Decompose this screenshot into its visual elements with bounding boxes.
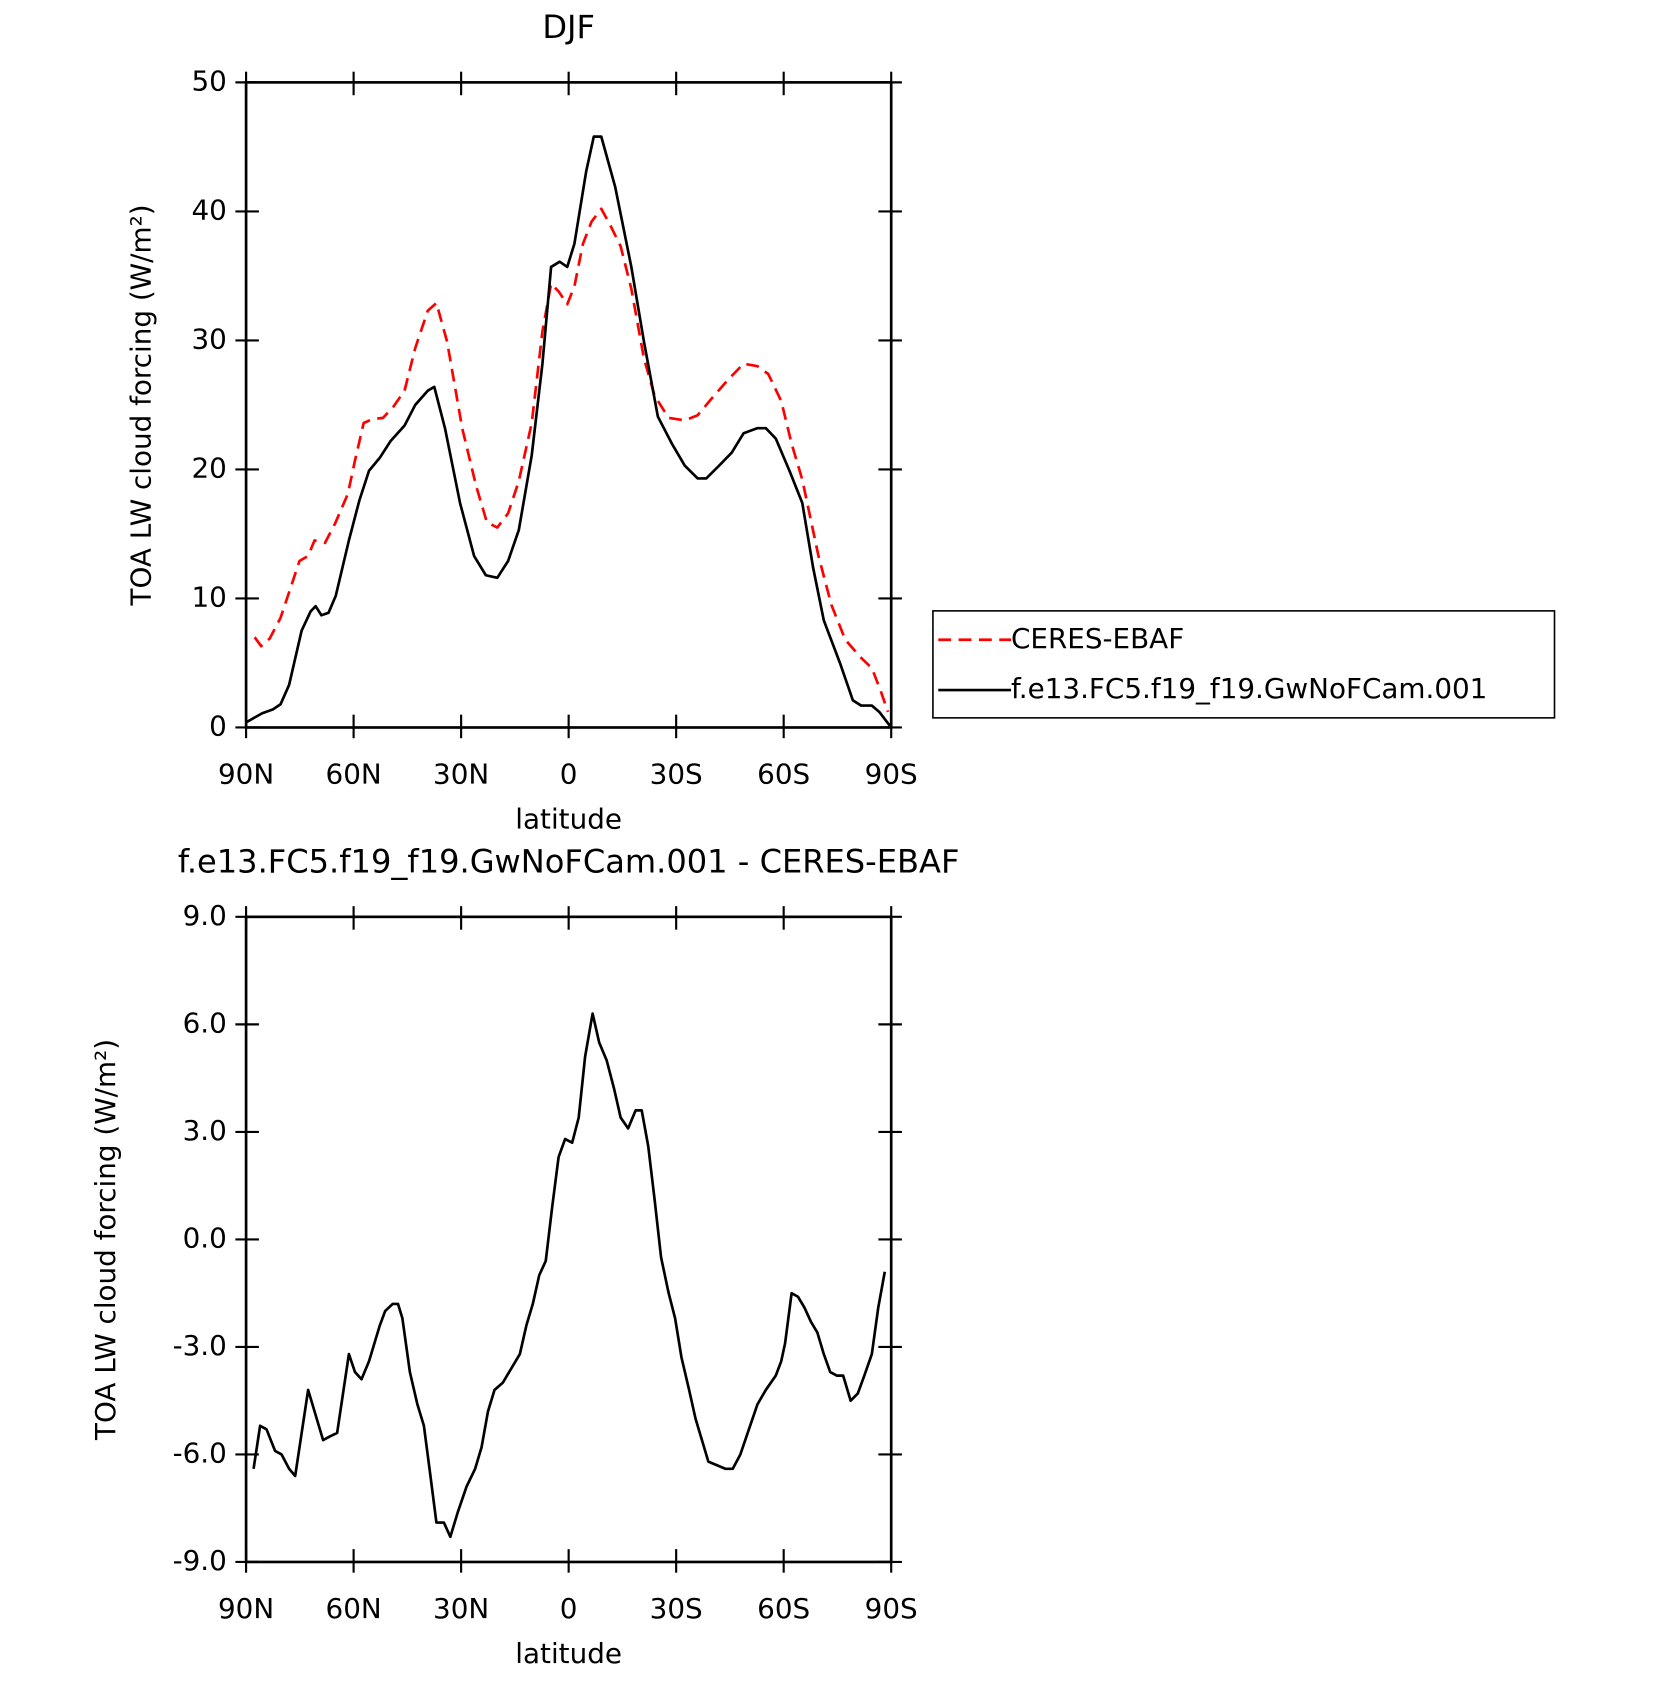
x-tick-label: 90S	[865, 1592, 918, 1625]
x-tick-label: 30N	[433, 758, 489, 791]
legend-label: CERES-EBAF	[1011, 622, 1184, 655]
x-tick-label: 60S	[757, 1592, 810, 1625]
y-tick-label: 20	[191, 451, 226, 484]
y-tick-label: -3.0	[173, 1329, 227, 1362]
y-tick-label: 40	[191, 193, 226, 226]
x-tick-label: 60N	[326, 1592, 382, 1625]
x-tick-label: 0	[560, 1592, 578, 1625]
chart-title: f.e13.FC5.f19_f19.GwNoFCam.001 - CERES-E…	[178, 842, 960, 880]
data-line	[253, 207, 890, 713]
x-tick-label: 60N	[326, 758, 382, 791]
y-tick-label: 3.0	[183, 1114, 227, 1147]
x-tick-label: 30N	[433, 1592, 489, 1625]
y-tick-label: 6.0	[183, 1006, 227, 1039]
y-tick-label: 10	[191, 580, 226, 613]
y-tick-label: 0.0	[183, 1221, 227, 1254]
x-axis-label: latitude	[515, 803, 622, 836]
x-tick-label: 90S	[865, 758, 918, 791]
chart-title: DJF	[542, 8, 595, 46]
y-tick-label: -9.0	[173, 1544, 227, 1577]
legend-box	[932, 610, 1556, 719]
x-axis-label: latitude	[515, 1637, 622, 1670]
y-tick-label: 0	[209, 709, 227, 742]
x-tick-label: 30S	[650, 1592, 703, 1625]
y-tick-label: -6.0	[173, 1436, 227, 1469]
x-tick-label: 90N	[218, 1592, 274, 1625]
x-tick-label: 90N	[218, 758, 274, 791]
x-tick-label: 60S	[757, 758, 810, 791]
plot-frame	[244, 915, 893, 1564]
x-tick-label: 30S	[650, 758, 703, 791]
y-tick-label: 30	[191, 322, 226, 355]
y-axis-label: TOA LW cloud forcing (W/m²)	[124, 204, 157, 606]
data-line	[252, 1012, 887, 1539]
plot-frame	[244, 81, 893, 729]
legend-label: f.e13.FC5.f19_f19.GwNoFCam.001	[1011, 672, 1487, 705]
x-tick-label: 0	[560, 758, 578, 791]
y-tick-label: 50	[191, 64, 226, 97]
y-tick-label: 9.0	[183, 899, 227, 932]
data-line	[245, 135, 893, 729]
y-axis-label: TOA LW cloud forcing (W/m²)	[89, 1039, 122, 1441]
